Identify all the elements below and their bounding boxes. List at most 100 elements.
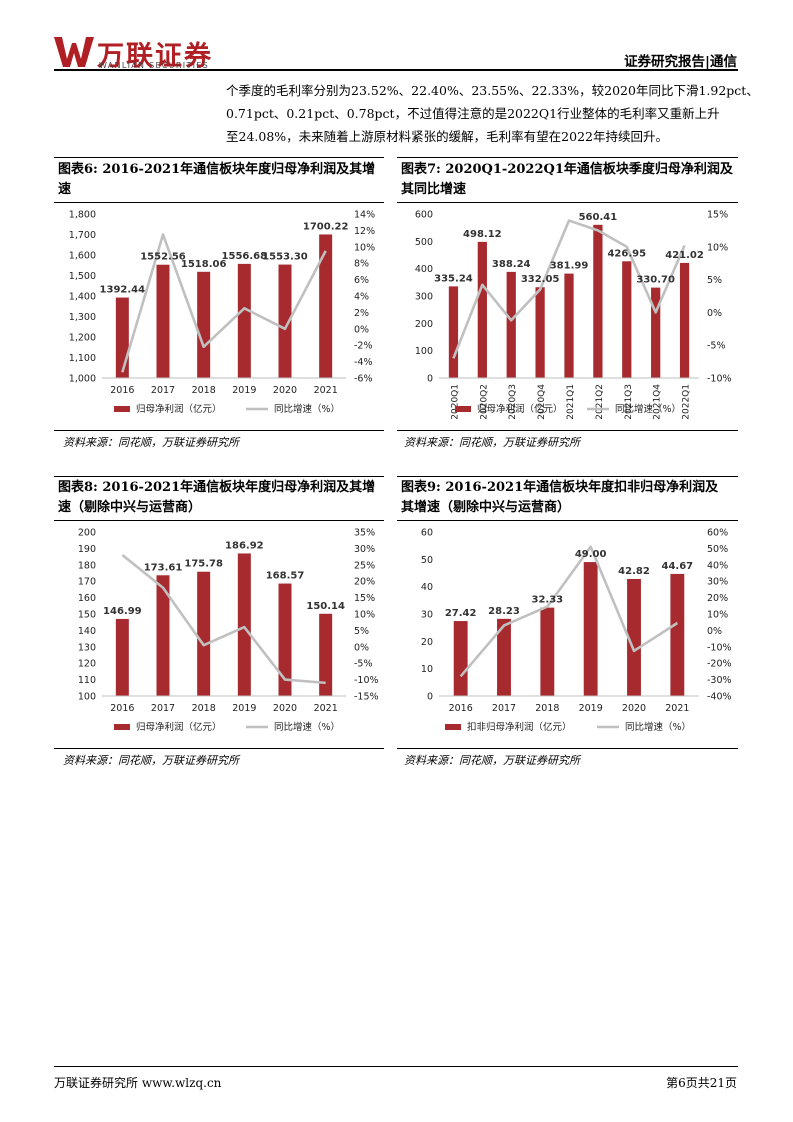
- left-axis-tick-label: 100: [415, 346, 433, 357]
- bar-data-label: 175.78: [184, 559, 223, 570]
- figure-top-rule: [397, 476, 738, 477]
- figure-title-line: 其增速（剔除中兴与运营商）: [401, 500, 571, 515]
- bar: [156, 575, 170, 696]
- left-axis-tick-label: 500: [415, 237, 433, 248]
- figure-8-source: 资料来源：同花顺，万联证券研究所: [63, 754, 239, 767]
- right-axis-tick-label: -2%: [354, 341, 373, 352]
- figure-title-rule: [54, 520, 384, 521]
- x-axis-tick-label: 2021: [314, 385, 338, 396]
- right-axis-tick-label: 50%: [707, 544, 728, 555]
- right-axis-tick-label: 10%: [707, 242, 728, 253]
- right-axis-tick-label: 10%: [354, 242, 375, 253]
- bar: [237, 553, 251, 696]
- bar: [115, 297, 129, 378]
- figure-8-chart: 100 110 120 130 140 150 160 170 180 190 200 -15% -10…: [56, 522, 382, 746]
- x-axis-tick-label: 2016: [449, 703, 473, 714]
- bar-data-label: 1392.44: [100, 285, 146, 296]
- logo-text: 万联证券: [97, 41, 213, 72]
- figure-7-title: 图表7: 2020Q1-2022Q1年通信板块季度归母净利润及 其同比增速: [401, 160, 733, 200]
- left-axis-tick-label: 200: [415, 319, 433, 330]
- left-axis-tick-label: 200: [78, 528, 96, 539]
- left-axis-tick-label: 400: [415, 264, 433, 275]
- figure-title-line: 图表9: 2016-2021年通信板块年度扣非归母净利润及: [401, 480, 719, 495]
- right-axis-tick-label: 60%: [707, 528, 728, 539]
- bar-data-label: 1553.30: [262, 252, 308, 263]
- bar: [535, 287, 545, 378]
- right-axis-tick-label: 10%: [707, 610, 728, 621]
- left-axis-tick-label: 10: [421, 664, 433, 675]
- bar-data-label: 426.95: [607, 248, 646, 259]
- right-axis-tick-label: 8%: [354, 259, 369, 270]
- bar: [540, 607, 555, 696]
- bar: [627, 578, 641, 696]
- bar: [564, 273, 574, 378]
- left-axis-tick-label: 170: [78, 577, 96, 588]
- bar-data-label: 330.70: [636, 275, 675, 286]
- bar: [651, 287, 661, 378]
- x-axis-tick-label: 2020Q4: [537, 384, 547, 420]
- right-axis-tick-label: -4%: [354, 357, 373, 368]
- legend-bar-label: 归母净利润（亿元）: [136, 403, 222, 415]
- left-axis-tick-label: 1,400: [69, 292, 96, 303]
- legend-line-label: 同比增速（%）: [274, 403, 340, 415]
- figure-top-rule: [54, 476, 384, 477]
- bar: [497, 618, 511, 696]
- right-axis-tick-label: -15%: [354, 692, 379, 703]
- left-axis-tick-label: 1,700: [69, 230, 96, 241]
- bar: [237, 263, 251, 378]
- left-axis-tick-label: 1,200: [69, 333, 96, 344]
- figure-bottom-rule: [54, 748, 384, 749]
- left-axis-tick-label: 1,500: [69, 271, 96, 282]
- bar-data-label: 168.57: [266, 571, 305, 582]
- legend-bar-swatch: [445, 724, 461, 730]
- growth-line: [121, 233, 327, 373]
- bar: [319, 613, 333, 696]
- bar-data-label: 388.24: [492, 259, 531, 270]
- right-axis-tick-label: -10%: [707, 374, 732, 385]
- left-axis-tick-label: 160: [78, 593, 96, 604]
- bar: [319, 234, 333, 378]
- report-label: 证券研究报告|通信: [624, 54, 737, 70]
- left-axis-tick-label: 100: [78, 692, 96, 703]
- right-axis-tick-label: 2%: [354, 308, 369, 319]
- x-axis-tick-label: 2017: [151, 703, 175, 714]
- left-axis-tick-label: 60: [421, 528, 433, 539]
- right-axis-tick-label: -10%: [707, 642, 732, 653]
- right-axis-tick-label: 20%: [354, 577, 375, 588]
- bar: [278, 583, 292, 696]
- x-axis-tick-label: 2021Q4: [653, 384, 663, 420]
- right-axis-tick-label: 20%: [707, 593, 728, 604]
- figure-title-line: 图表7: 2020Q1-2022Q1年通信板块季度归母净利润及: [401, 162, 733, 177]
- left-axis-tick-label: 40: [421, 582, 433, 593]
- legend-line-label: 同比增速（%）: [615, 403, 681, 415]
- bar: [477, 241, 487, 378]
- right-axis-tick-label: 0%: [707, 626, 722, 637]
- figure-title-line: 其同比增速: [401, 182, 467, 197]
- left-axis-tick-label: 50: [421, 555, 433, 566]
- bar: [197, 571, 211, 696]
- x-axis-tick-label: 2018: [535, 703, 559, 714]
- legend-bar-swatch: [455, 406, 471, 412]
- bar-data-label: 49.00: [575, 549, 607, 560]
- figure-title-line: 图表6: 2016-2021年通信板块年度归母净利润及其增: [58, 162, 376, 177]
- x-axis-tick-label: 2020Q3: [508, 384, 518, 420]
- figure-6-title: 图表6: 2016-2021年通信板块年度归母净利润及其增 速: [58, 160, 388, 200]
- right-axis-tick-label: 35%: [354, 528, 375, 539]
- x-axis-tick-label: 2021Q1: [566, 384, 576, 420]
- bar-data-label: 332.05: [521, 274, 560, 285]
- bar-data-label: 335.24: [434, 273, 473, 284]
- right-axis-tick-label: 0%: [707, 308, 722, 319]
- bar-data-label: 146.99: [103, 606, 142, 617]
- right-axis-tick-label: -5%: [707, 341, 726, 352]
- legend-line-label: 同比增速（%）: [274, 721, 340, 733]
- bar-data-label: 44.67: [662, 561, 694, 572]
- x-axis-tick-label: 2016: [110, 703, 134, 714]
- page-number: 第6页共21页: [666, 1076, 737, 1090]
- right-axis-tick-label: 25%: [354, 560, 375, 571]
- left-axis-tick-label: 140: [78, 626, 96, 637]
- x-axis-tick-label: 2017: [151, 385, 175, 396]
- figure-top-rule: [397, 157, 738, 158]
- x-axis-tick-label: 2020: [273, 703, 297, 714]
- bar-data-label: 32.33: [532, 595, 564, 606]
- right-axis-tick-label: -5%: [354, 659, 373, 670]
